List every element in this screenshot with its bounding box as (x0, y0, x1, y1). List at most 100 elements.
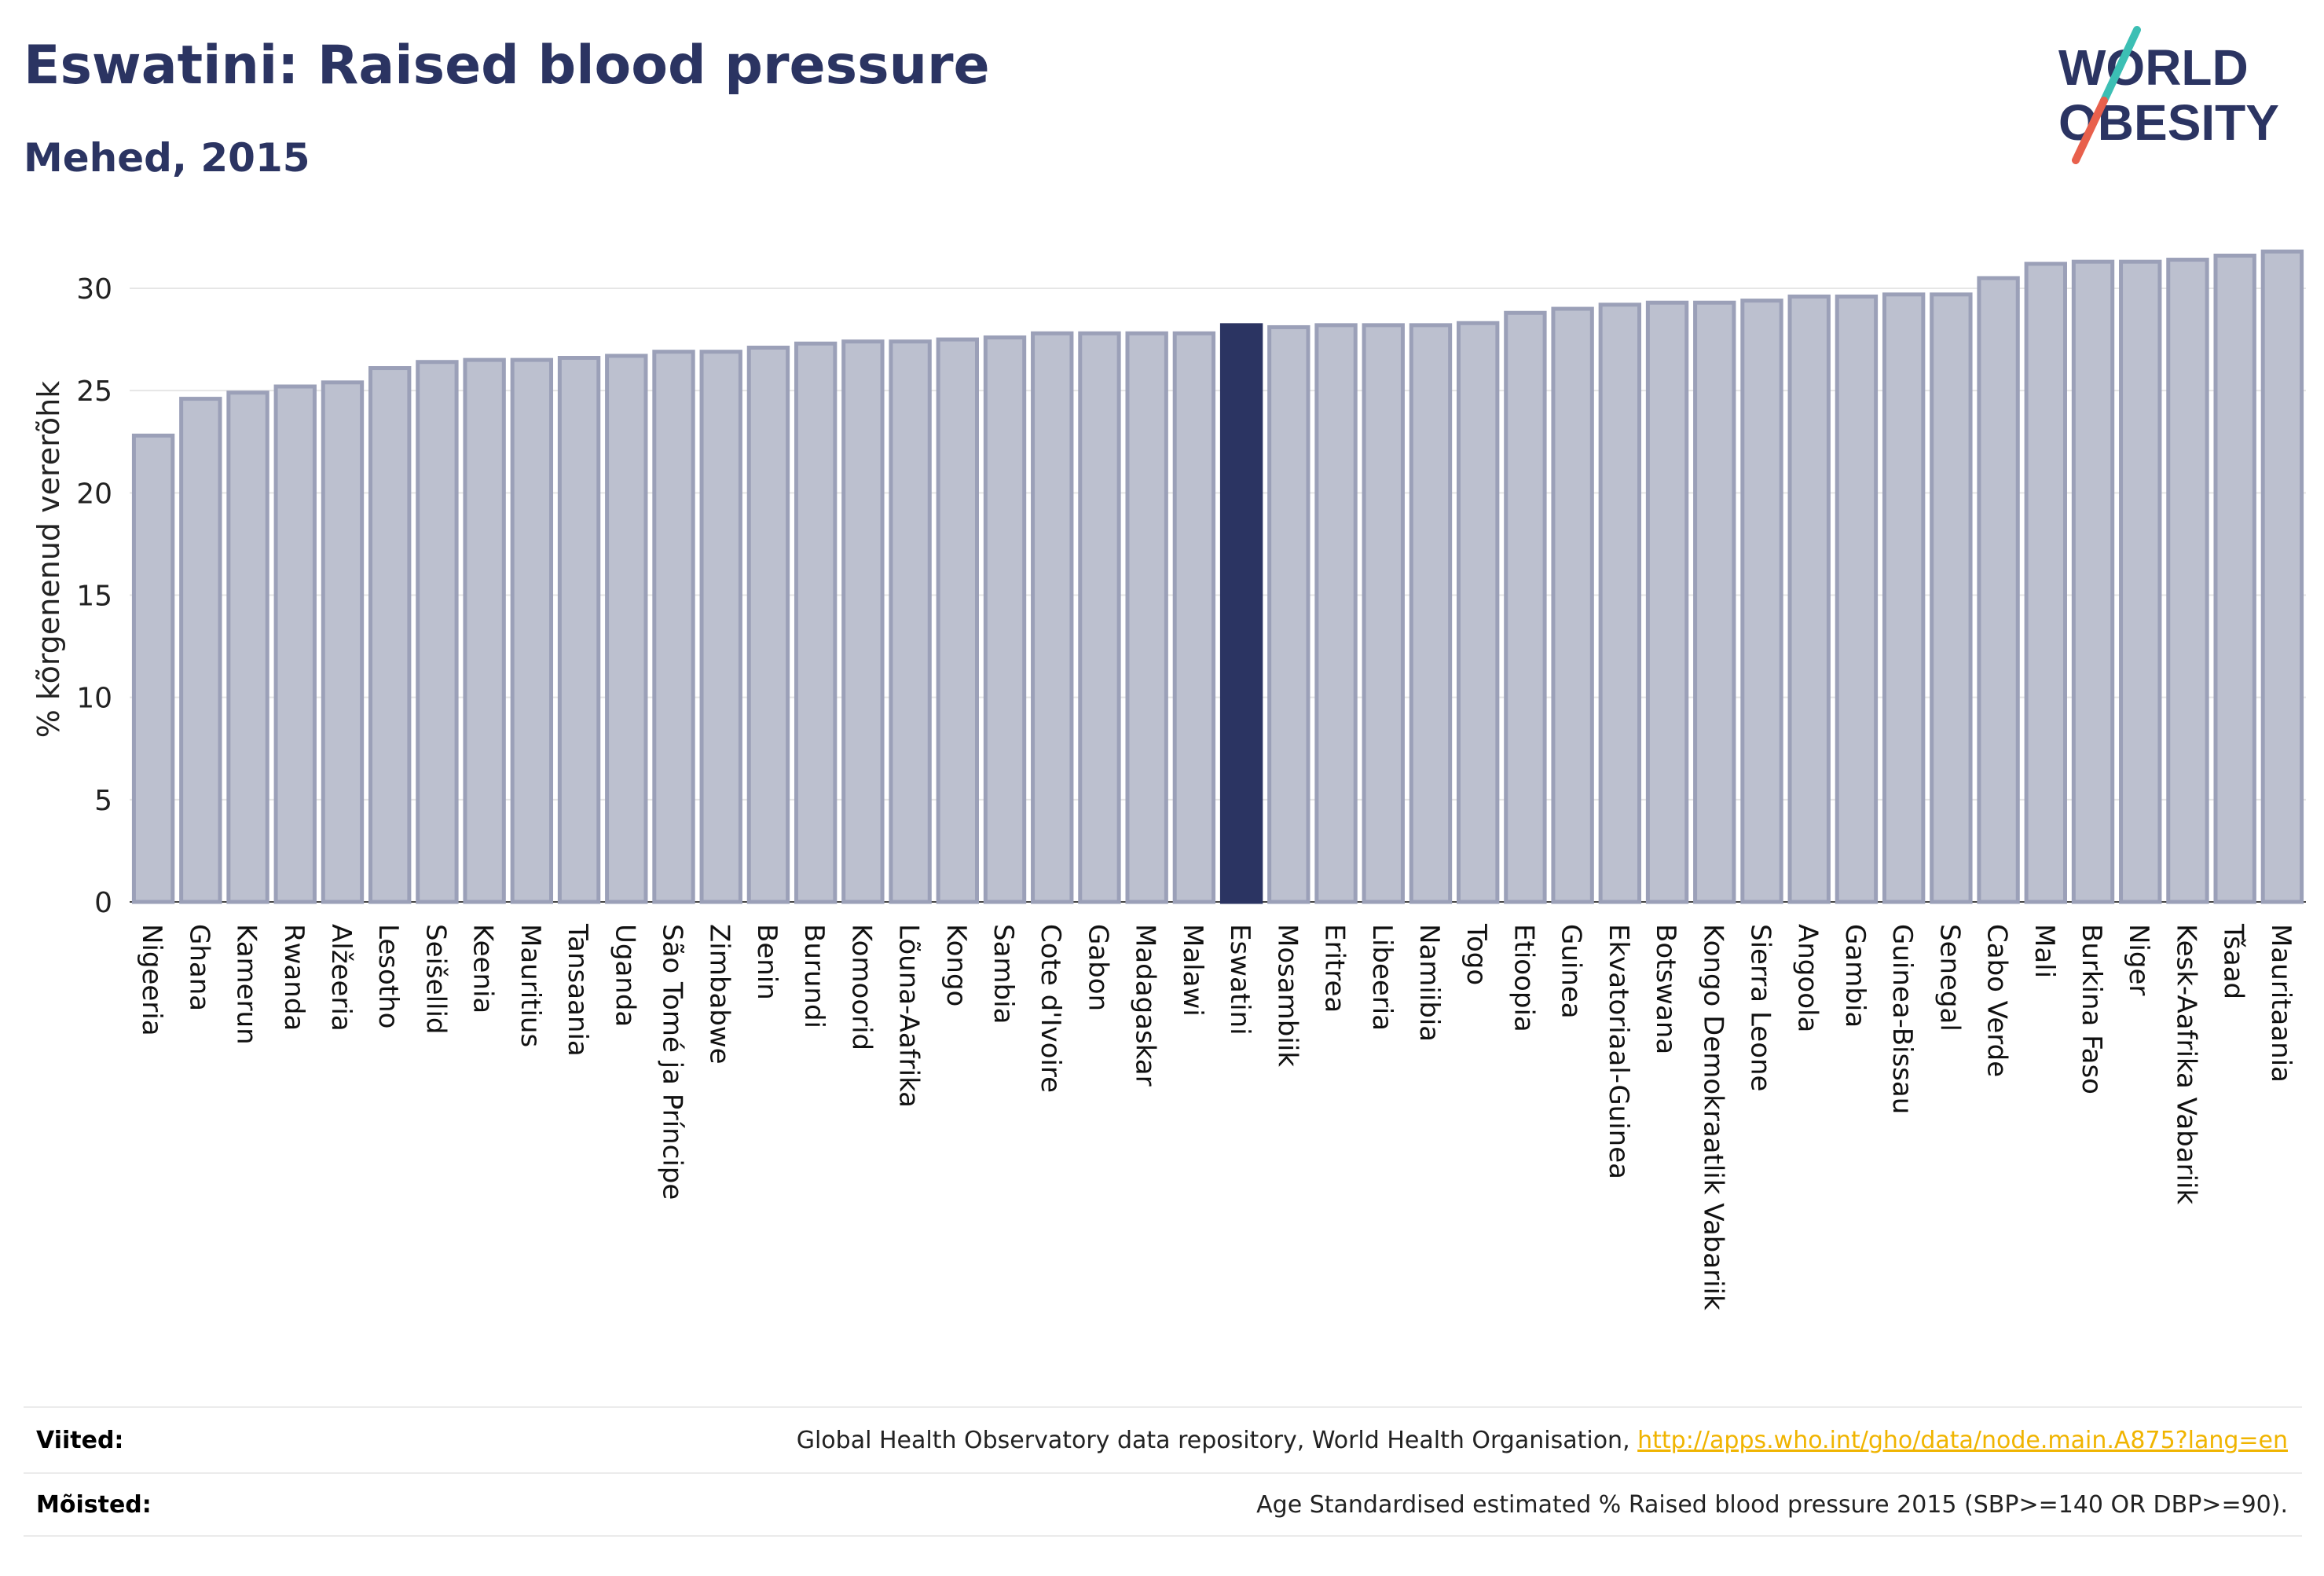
bar-Namiibia[interactable] (1409, 323, 1453, 904)
bar-Malawi[interactable] (1172, 331, 1216, 904)
bar-Etioopia[interactable] (1504, 310, 1547, 904)
x-tick-label: Lõuna-Aafrika (893, 924, 925, 1108)
x-tick-label: Cote d'Ivoire (1035, 924, 1066, 1093)
bar-Kongo[interactable] (936, 337, 979, 904)
bar-Lesotho[interactable] (368, 366, 412, 904)
bar-Gabon[interactable] (1078, 331, 1121, 904)
bar-Kesk-Aafrika Vabariik[interactable] (2166, 258, 2209, 904)
x-tick-label: Namiibia (1413, 924, 1445, 1042)
x-tick-label: Mosambiik (1271, 924, 1303, 1067)
logo-slash-teal (2100, 26, 2141, 104)
bar-Eritrea[interactable] (1314, 323, 1358, 904)
x-tick-label: Eswatini (1224, 924, 1255, 1035)
bar-Sambia[interactable] (983, 335, 1027, 904)
x-tick-label: Rwanda (278, 924, 310, 1031)
bar-Botswana[interactable] (1645, 300, 1689, 904)
bar-Komoorid[interactable] (841, 339, 885, 904)
x-tick-label: Madagaskar (1130, 924, 1161, 1087)
x-tick-label: Lesotho (372, 924, 404, 1028)
bar-Cote d'Ivoire[interactable] (1031, 331, 1074, 904)
bar-Ekvatoriaal-Guinea[interactable] (1598, 302, 1642, 904)
x-tick-label: Togo (1461, 923, 1492, 985)
x-tick-label: Ekvatoriaal-Guinea (1603, 924, 1634, 1179)
bar-Eswatini[interactable] (1219, 323, 1263, 904)
bar-Benin[interactable] (746, 345, 790, 904)
x-tick-label: Niger (2123, 924, 2154, 995)
x-tick-label: Angoola (1792, 924, 1824, 1032)
x-tick-label: Ghana (183, 924, 214, 1011)
x-tick-label: Burkina Faso (2076, 924, 2107, 1094)
bar-chart: 0 5 10 15 20 25 30 Nigeeria Ghana Kamerun Rwanda A… (31, 249, 2306, 1310)
bar-Seišellid[interactable] (416, 360, 459, 904)
bar-Zimbabwe[interactable] (699, 350, 742, 904)
x-tick-label: Uganda (609, 924, 640, 1027)
footer-divider-middle (24, 1472, 2302, 1474)
bar-Senegal[interactable] (1930, 292, 1973, 904)
y-tick-label: 0 (94, 887, 112, 919)
x-tick-label: Mauritius (515, 924, 546, 1047)
bar-Angoola[interactable] (1787, 294, 1831, 904)
x-tick-label: Alžeeria (325, 924, 357, 1032)
footer-divider-top (24, 1406, 2302, 1408)
footer-divider-bottom (24, 1535, 2302, 1537)
bar-Gambia[interactable] (1835, 294, 1879, 904)
bars (131, 249, 2304, 904)
x-tick-label: Keenia (467, 924, 499, 1013)
bar-Guinea-Bissau[interactable] (1882, 292, 1926, 904)
x-tick-labels: Nigeeria Ghana Kamerun Rwanda Alžeeria Lesoth… (136, 923, 2297, 1310)
y-tick-label: 15 (76, 581, 112, 613)
y-tick-label: 20 (76, 478, 112, 510)
bar-Libeeria[interactable] (1362, 323, 1405, 904)
x-tick-label: Zimbabwe (704, 924, 735, 1065)
bar-Mauritaania[interactable] (2260, 249, 2304, 904)
bar-Sierra Leone[interactable] (1740, 299, 1783, 904)
x-tick-label: Sambia (988, 924, 1019, 1024)
x-tick-label: Guinea (1556, 924, 1587, 1019)
bar-Uganda[interactable] (605, 354, 648, 904)
x-tick-label: Kongo Demokraatlik Vabariik (1697, 924, 1728, 1310)
y-tick-labels: 0 5 10 15 20 25 30 (76, 273, 112, 919)
bar-Kongo Demokraatlik Vabariik[interactable] (1693, 300, 1736, 904)
bar-Togo[interactable] (1457, 321, 1500, 904)
bar-Burundi[interactable] (794, 341, 838, 904)
y-axis-label: % kõrgenenud vererõhk (31, 381, 66, 739)
x-tick-label: Sierra Leone (1745, 924, 1776, 1091)
x-tick-label: Tšaad (2218, 923, 2249, 999)
x-tick-label: Senegal (1934, 924, 1965, 1032)
definitions-label: Mõisted: (36, 1491, 152, 1519)
bar-Rwanda[interactable] (273, 384, 317, 904)
x-tick-label: Burundi (798, 924, 830, 1028)
bar-Cabo Verde[interactable] (1977, 276, 2020, 904)
world-obesity-logo: WORLD OBESITY (2058, 26, 2279, 164)
bar-Ghana[interactable] (179, 397, 222, 904)
bar-Mali[interactable] (2024, 262, 2067, 904)
bar-Tšaad[interactable] (2213, 253, 2256, 904)
bar-Niger[interactable] (2119, 259, 2162, 904)
bar-Lõuna-Aafrika[interactable] (889, 339, 932, 904)
x-tick-label: Tansaania (562, 923, 593, 1057)
x-tick-label: Etioopia (1508, 924, 1539, 1032)
bar-Kamerun[interactable] (226, 390, 269, 904)
bar-Mauritius[interactable] (510, 357, 554, 904)
y-tick-label: 25 (76, 376, 112, 408)
sources-text-body: Global Health Observatory data repositor… (796, 1427, 1638, 1454)
bar-Guinea[interactable] (1551, 306, 1594, 904)
x-tick-label: Libeeria (1366, 924, 1398, 1031)
bar-Burkina Faso[interactable] (2071, 259, 2115, 904)
bar-Mosambiik[interactable] (1267, 324, 1310, 904)
sources-text: Global Health Observatory data repositor… (797, 1427, 2288, 1454)
page-title: Eswatini: Raised blood pressure (24, 35, 990, 97)
x-tick-label: Mali (2029, 924, 2060, 978)
x-tick-label: Kesk-Aafrika Vabariik (2170, 924, 2201, 1204)
bar-Alžeeria[interactable] (321, 380, 365, 904)
sources-link[interactable]: http://apps.who.int/gho/data/node.main.A… (1637, 1427, 2288, 1454)
bar-São Tomé ja Príncipe[interactable] (652, 350, 695, 904)
bar-Nigeeria[interactable] (131, 433, 175, 904)
bar-Keenia[interactable] (463, 357, 506, 904)
bar-Tansaania[interactable] (557, 356, 601, 904)
logo-line1: WORLD (2058, 39, 2249, 96)
x-tick-label: São Tomé ja Príncipe (657, 924, 688, 1200)
bar-Madagaskar[interactable] (1125, 331, 1168, 904)
x-tick-label: Mauritaania (2265, 924, 2297, 1083)
x-tick-label: Cabo Verde (1981, 924, 2013, 1077)
